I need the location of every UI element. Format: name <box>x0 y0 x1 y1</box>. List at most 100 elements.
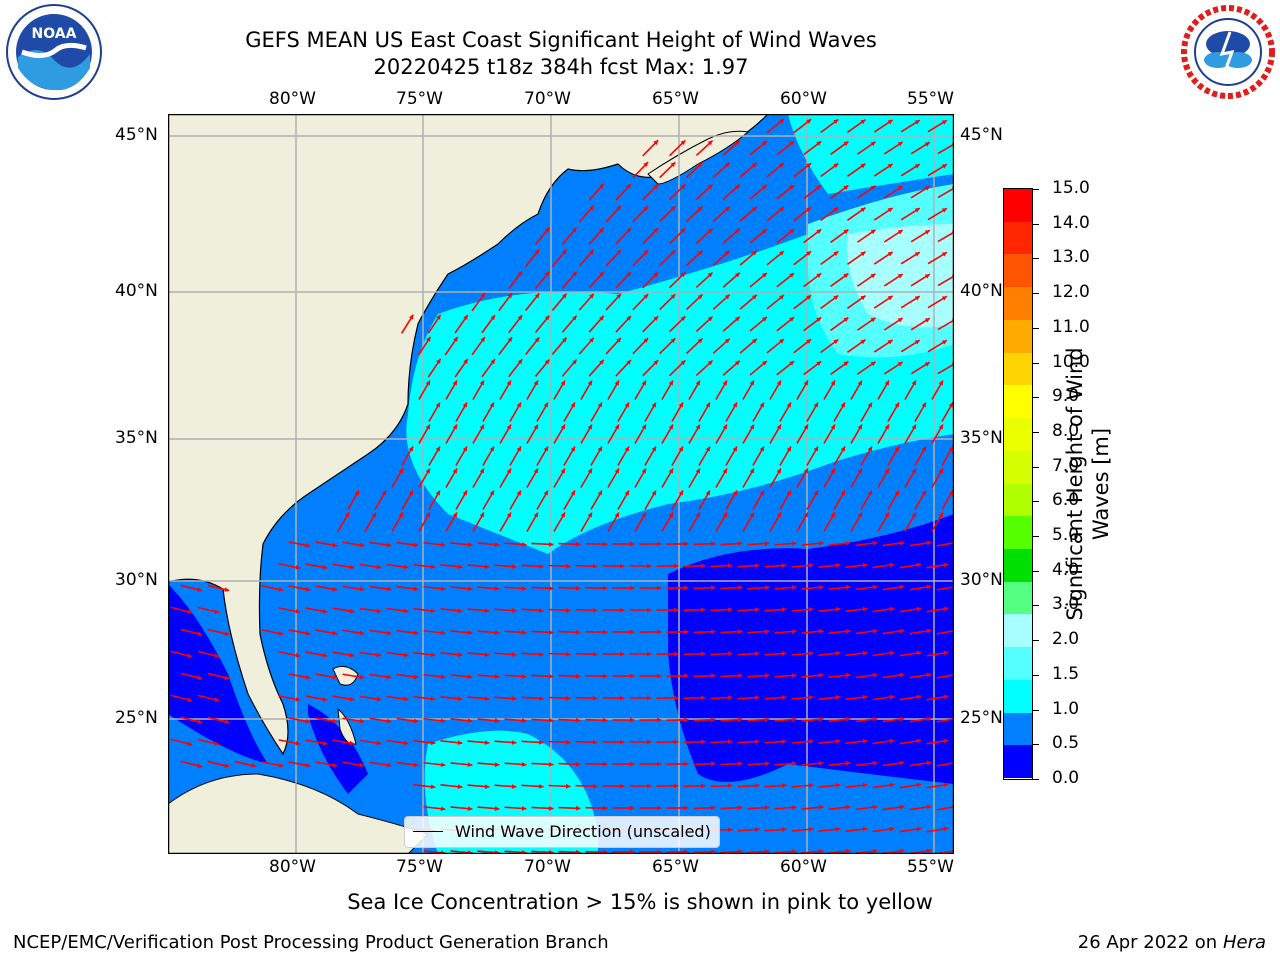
wind-arrow <box>845 562 868 569</box>
wind-arrow <box>722 184 741 200</box>
wind-arrow <box>315 717 338 724</box>
wind-arrow <box>846 339 866 353</box>
wind-arrow <box>900 119 921 133</box>
wind-arrow <box>764 739 787 744</box>
colorbar-tick-label: 9.0 <box>1052 386 1080 407</box>
wind-arrow <box>774 849 797 854</box>
wind-arrow <box>509 490 522 510</box>
wind-arrow <box>899 826 922 833</box>
wind-arrow <box>860 402 873 422</box>
wind-arrow <box>617 490 630 510</box>
wind-arrow <box>644 446 657 466</box>
wind-arrow <box>197 694 220 702</box>
lon-label: 60°W <box>780 89 827 109</box>
colorbar-tick-label: 7.0 <box>1052 455 1080 476</box>
wind-arrow <box>776 272 795 288</box>
wind-arrow <box>578 205 595 223</box>
wind-arrow <box>526 512 539 532</box>
wind-arrow <box>642 227 659 245</box>
wind-arrow <box>791 651 814 656</box>
wind-arrow <box>612 761 635 767</box>
wind-arrow <box>180 584 203 592</box>
wind-arrow <box>391 468 404 488</box>
wind-arrow <box>698 402 711 422</box>
wind-arrow <box>855 716 878 723</box>
wind-arrow <box>926 694 949 701</box>
wind-arrow <box>909 584 932 591</box>
lat-label: 40°N <box>115 281 158 301</box>
wind-arrow <box>693 585 716 591</box>
wind-arrow <box>454 314 469 334</box>
wind-arrow <box>531 541 554 547</box>
wind-arrow <box>914 446 927 466</box>
wind-arrow <box>830 316 849 332</box>
wind-arrow <box>494 652 517 657</box>
wind-arrow <box>278 739 301 746</box>
colorbar-tick-label: 3.0 <box>1052 594 1080 615</box>
wind-arrow <box>423 761 446 768</box>
colorbar-segment <box>1004 189 1032 223</box>
wind-arrow <box>197 606 220 614</box>
wind-arrow <box>558 717 581 723</box>
wind-arrow <box>749 228 768 244</box>
wind-arrow <box>644 490 657 510</box>
wind-arrow <box>602 607 625 613</box>
wind-arrow <box>585 805 608 811</box>
wind-arrow <box>693 629 716 635</box>
wind-arrow <box>386 563 409 570</box>
wind-arrow <box>418 380 431 400</box>
wind-arrow <box>450 762 473 768</box>
wind-arrow <box>553 512 566 532</box>
wind-arrow <box>305 651 328 658</box>
wind-arrow <box>632 205 649 223</box>
wind-arrow <box>715 468 728 488</box>
wind-arrow <box>774 541 797 546</box>
wind-arrow <box>855 628 878 635</box>
wind-arrow <box>521 564 544 569</box>
wind-arrow <box>737 651 760 656</box>
wind-arrow <box>180 628 203 636</box>
wind-arrow <box>656 739 679 745</box>
wind-arrow <box>332 695 355 702</box>
wind-arrow <box>845 606 868 613</box>
wind-arrow <box>364 512 377 532</box>
wind-arrow <box>659 205 676 223</box>
wind-arrow <box>830 184 849 200</box>
wind-arrow <box>455 402 468 422</box>
wind-arrow <box>472 424 485 444</box>
wind-arrow <box>846 295 866 309</box>
wave-height-map <box>168 114 954 854</box>
wind-arrow <box>818 694 841 700</box>
wind-arrow <box>656 651 679 657</box>
wind-arrow <box>872 782 895 789</box>
wind-arrow <box>899 562 922 569</box>
wind-arrow <box>423 673 446 680</box>
wind-arrow <box>828 584 851 591</box>
wind-arrow <box>769 512 782 532</box>
wind-arrow <box>725 490 738 510</box>
wind-arrow <box>806 490 819 510</box>
wind-arrow <box>828 760 851 767</box>
wind-arrow <box>342 717 365 724</box>
colorbar-tick-mark <box>1033 744 1039 746</box>
wind-arrow <box>418 424 431 444</box>
wind-arrow <box>467 740 490 745</box>
wind-arrow <box>683 607 706 613</box>
wind-arrow <box>531 761 554 767</box>
wind-arrow <box>472 512 485 532</box>
colorbar-segment <box>1004 221 1032 255</box>
colorbar-tick-mark <box>1033 536 1039 538</box>
wind-arrow <box>498 336 513 356</box>
wind-arrow <box>803 184 822 200</box>
wind-arrow <box>531 673 554 679</box>
wind-arrow <box>659 161 676 179</box>
wind-arrow <box>632 337 649 355</box>
wind-arrow <box>685 337 704 355</box>
wind-arrow <box>737 783 760 788</box>
wind-arrow <box>440 652 463 658</box>
wind-arrow <box>742 424 755 444</box>
wind-arrow <box>170 738 193 746</box>
wind-arrow <box>695 359 714 377</box>
wind-arrow <box>531 805 554 811</box>
wind-arrow <box>467 652 490 657</box>
